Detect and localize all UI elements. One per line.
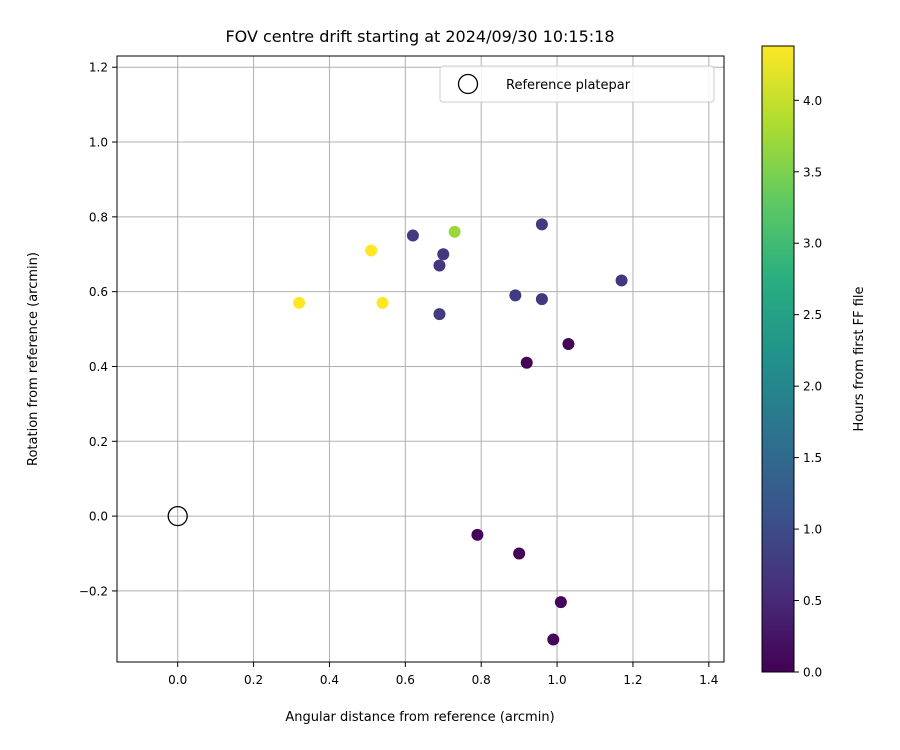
reference-point [167, 505, 188, 527]
data-point [554, 596, 567, 609]
data-point [437, 248, 450, 261]
x-tick-label: 0.0 [168, 673, 187, 687]
chart-title: FOV centre drift starting at 2024/09/30 … [225, 27, 614, 46]
x-tick-label: 1.2 [623, 673, 642, 687]
data-point [376, 296, 389, 309]
x-tick-label: 0.4 [320, 673, 339, 687]
x-axis-ticks: 0.0 0.2 0.4 0.6 0.8 1.0 1.2 1.4 [168, 662, 718, 687]
colorbar-tick-label: 4.0 [803, 94, 822, 108]
data-point [433, 308, 446, 321]
data-point [520, 356, 533, 369]
data-point [433, 259, 446, 272]
colorbar-ticks: 0.0 0.5 1.0 1.5 2.0 2.5 3.0 3.5 4.0 [794, 94, 822, 680]
reference-marker-icon [457, 73, 479, 95]
y-tick-label: 1.0 [89, 136, 108, 150]
colorbar: 0.0 0.5 1.0 1.5 2.0 2.5 3.0 3.5 4.0 Hours from f… [761, 45, 867, 680]
x-axis-label: Angular distance from reference (arcmin) [285, 710, 554, 725]
y-axis-label: Rotation from reference (arcmin) [26, 252, 41, 466]
data-point [471, 528, 484, 541]
colorbar-tick-label: 1.5 [803, 451, 822, 465]
data-point [293, 296, 306, 309]
data-point [509, 289, 522, 302]
y-tick-label: 0.0 [89, 510, 108, 524]
y-tick-label: 0.6 [89, 285, 108, 299]
legend: Reference platepar [439, 65, 715, 103]
data-point [535, 218, 548, 231]
data-point [365, 244, 378, 257]
x-tick-label: 1.4 [699, 673, 718, 687]
colorbar-tick-label: 0.0 [803, 666, 822, 680]
y-tick-label: 0.8 [89, 210, 108, 224]
legend-label-reference: Reference platepar [506, 78, 631, 93]
data-points [167, 218, 628, 646]
y-axis-ticks: −0.2 0.0 0.2 0.4 0.6 0.8 1.0 1.2 [79, 61, 117, 598]
x-tick-label: 0.8 [472, 673, 491, 687]
colorbar-tick-label: 3.5 [803, 165, 822, 179]
x-tick-label: 0.2 [244, 673, 263, 687]
data-point [562, 338, 575, 351]
data-point [535, 293, 548, 306]
x-tick-label: 0.6 [396, 673, 415, 687]
colorbar-tick-label: 2.5 [803, 308, 822, 322]
data-point [547, 633, 560, 646]
colorbar-tick-label: 3.0 [803, 237, 822, 251]
data-point [406, 229, 419, 242]
legend-box [439, 65, 715, 103]
y-tick-label: 0.4 [89, 360, 108, 374]
y-tick-label: 0.2 [89, 435, 108, 449]
colorbar-gradient [761, 45, 795, 673]
data-point [513, 547, 526, 560]
colorbar-tick-label: 2.0 [803, 380, 822, 394]
data-point [448, 225, 461, 238]
plot-frame [116, 55, 725, 663]
y-tick-label: 1.2 [89, 61, 108, 75]
colorbar-label: Hours from first FF file [852, 286, 867, 431]
grid-lines [117, 56, 724, 662]
x-tick-label: 1.0 [548, 673, 567, 687]
y-tick-label: −0.2 [79, 584, 108, 598]
colorbar-tick-label: 0.5 [803, 594, 822, 608]
colorbar-tick-label: 1.0 [803, 523, 822, 537]
data-point [615, 274, 628, 287]
